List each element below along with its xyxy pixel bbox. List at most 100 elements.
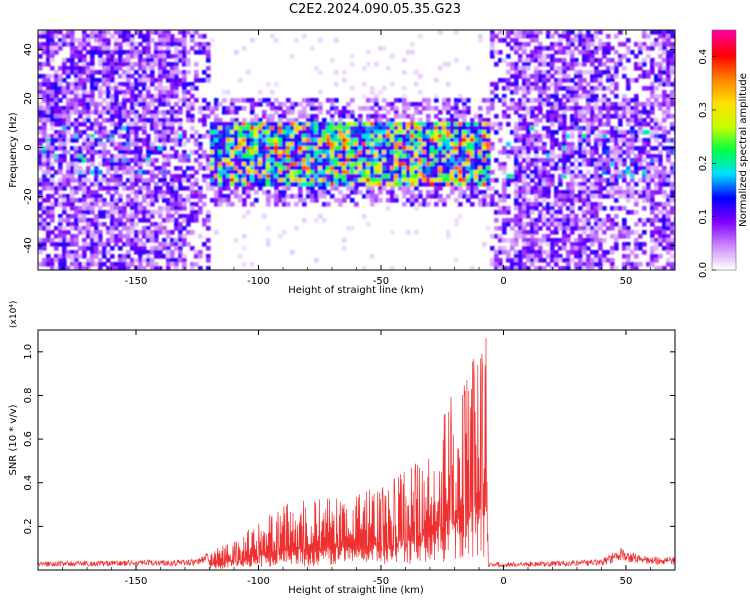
heatmap-cell: [646, 70, 651, 75]
heatmap-cell: [134, 158, 139, 163]
heatmap-cell: [58, 122, 63, 127]
heatmap-cell: [122, 166, 127, 171]
heatmap-cell: [494, 62, 499, 67]
heatmap-cell: [622, 106, 627, 111]
heatmap-cell: [450, 154, 455, 159]
heatmap-cell: [50, 110, 55, 115]
heatmap-cell: [510, 90, 515, 95]
heatmap-cell: [298, 134, 303, 139]
heatmap-cell: [42, 174, 47, 179]
heatmap-cell: [366, 50, 371, 55]
heatmap-cell: [134, 114, 139, 119]
heatmap-cell: [578, 50, 583, 55]
heatmap-cell: [526, 66, 531, 71]
heatmap-cell: [398, 126, 403, 131]
heatmap-cell: [130, 262, 135, 267]
heatmap-cell: [370, 98, 375, 103]
heatmap-cell: [138, 74, 143, 79]
heatmap-cell: [586, 126, 591, 131]
heatmap-cell: [522, 182, 527, 187]
heatmap-cell: [434, 150, 439, 155]
heatmap-cell: [154, 54, 159, 59]
heatmap-cell: [314, 170, 319, 175]
heatmap-cell: [370, 114, 375, 119]
heatmap-cell: [178, 50, 183, 55]
heatmap-cell: [254, 114, 259, 119]
heatmap-cell: [554, 106, 559, 111]
heatmap-cell: [50, 34, 55, 39]
heatmap-cell: [82, 138, 87, 143]
heatmap-cell: [50, 114, 55, 119]
heatmap-cell: [594, 158, 599, 163]
heatmap-cell: [550, 154, 555, 159]
heatmap-cell: [574, 226, 579, 231]
heatmap-cell: [470, 166, 475, 171]
heatmap-cell: [74, 250, 79, 255]
heatmap-cell: [174, 66, 179, 71]
heatmap-cell: [630, 190, 635, 195]
heatmap-cell: [58, 138, 63, 143]
heatmap-cell: [554, 242, 559, 247]
heatmap-cell: [422, 174, 427, 179]
heatmap-cell: [618, 158, 623, 163]
heatmap-cell: [118, 130, 123, 135]
heatmap-cell: [334, 126, 339, 131]
heatmap-cell: [518, 70, 523, 75]
heatmap-cell: [514, 50, 519, 55]
heatmap-cell: [126, 138, 131, 143]
heatmap-cell: [150, 194, 155, 199]
heatmap-cell: [114, 234, 119, 239]
heatmap-cell: [186, 230, 191, 235]
heatmap-cell: [630, 142, 635, 147]
heatmap-cell: [110, 70, 115, 75]
heatmap-cell: [518, 106, 523, 111]
heatmap-cell: [610, 130, 615, 135]
heatmap-cell: [126, 198, 131, 203]
heatmap-cell: [234, 134, 239, 139]
heatmap-cell: [110, 98, 115, 103]
heatmap-cell: [166, 254, 171, 259]
heatmap-cell: [394, 194, 399, 199]
heatmap-cell: [58, 202, 63, 207]
heatmap-cell: [270, 174, 275, 179]
heatmap-cell: [514, 38, 519, 43]
heatmap-cell: [154, 46, 159, 51]
heatmap-cell: [582, 54, 587, 59]
heatmap-cell: [622, 130, 627, 135]
heatmap-cell: [366, 134, 371, 139]
heatmap-cell: [218, 202, 223, 207]
heatmap-cell: [354, 130, 359, 135]
heatmap-cell: [426, 126, 431, 131]
heatmap-cell: [106, 38, 111, 43]
heatmap-cell: [486, 194, 491, 199]
heatmap-cell: [118, 222, 123, 227]
heatmap-cell: [222, 130, 227, 135]
heatmap-cell: [454, 138, 459, 143]
heatmap-cell: [46, 78, 51, 83]
heatmap-cell: [598, 182, 603, 187]
heatmap-cell: [466, 66, 471, 71]
heatmap-cell: [386, 198, 391, 203]
heatmap-cell: [174, 226, 179, 231]
heatmap-cell: [618, 138, 623, 143]
heatmap-cell: [46, 170, 51, 175]
heatmap-cell: [62, 86, 67, 91]
heatmap-cell: [170, 218, 175, 223]
heatmap-cell: [538, 42, 543, 47]
heatmap-cell: [74, 266, 79, 270]
heatmap-cell: [206, 106, 211, 111]
heatmap-cell: [562, 146, 567, 151]
heatmap-cell: [486, 178, 491, 183]
heatmap-cell: [318, 106, 323, 111]
heatmap-cell: [558, 78, 563, 83]
heatmap-cell: [174, 86, 179, 91]
heatmap-cell: [626, 230, 631, 235]
heatmap-cell: [242, 162, 247, 167]
heatmap-cell: [130, 198, 135, 203]
heatmap-cell: [126, 78, 131, 83]
heatmap-cell: [414, 110, 419, 115]
heatmap-cell: [554, 114, 559, 119]
heatmap-cell: [230, 118, 235, 123]
heatmap-cell: [186, 218, 191, 223]
heatmap-cell: [502, 86, 507, 91]
